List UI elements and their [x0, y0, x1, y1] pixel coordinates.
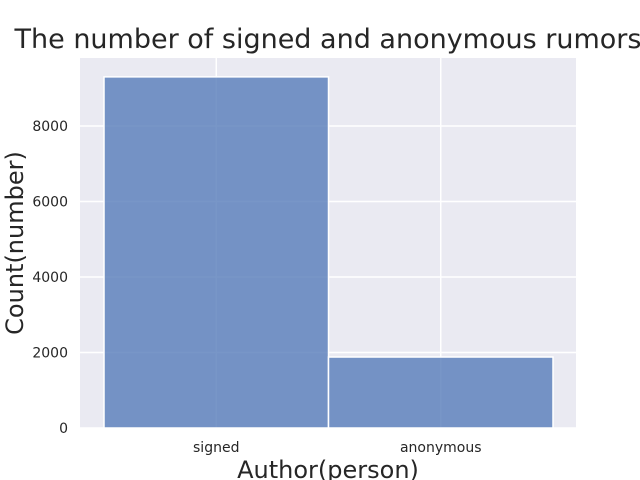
chart-title: The number of signed and anonymous rumor…: [14, 24, 640, 55]
x-axis-label: Author(person): [237, 456, 419, 480]
y-tick-label: 4000: [32, 270, 68, 286]
y-tick-label: 8000: [32, 119, 68, 135]
y-axis-label: Count(number): [1, 151, 29, 335]
bar-signed: [103, 76, 330, 429]
y-tick-label: 0: [59, 421, 68, 437]
x-tick-label: anonymous: [400, 440, 482, 456]
x-tick-labels: signed anonymous: [193, 440, 482, 456]
y-tick-label: 2000: [32, 345, 68, 361]
x-tick-label: signed: [193, 440, 239, 456]
bars: [103, 76, 554, 429]
y-tick-label: 6000: [32, 194, 68, 210]
bar-anonymous: [327, 356, 554, 429]
y-tick-labels: 0 2000 4000 6000 8000: [32, 119, 68, 437]
